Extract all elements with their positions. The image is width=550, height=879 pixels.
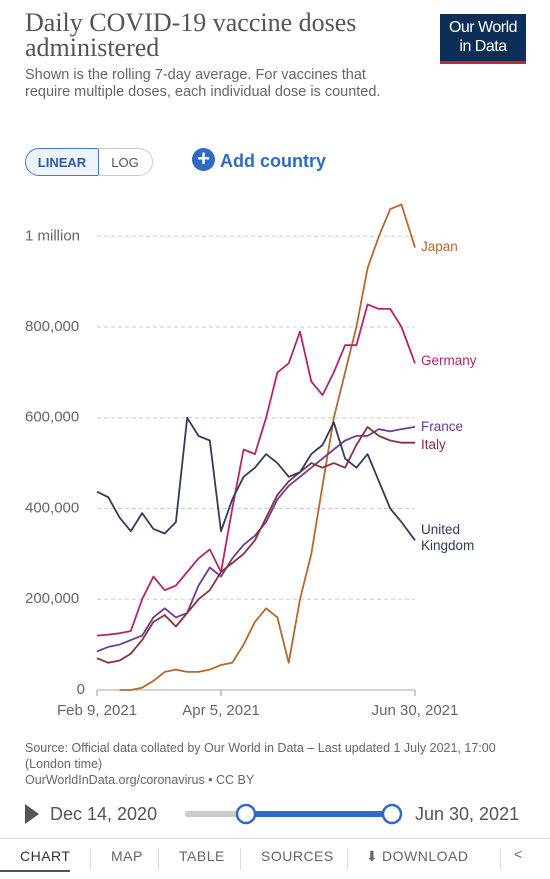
timeline-handle[interactable] [381,803,403,825]
series-label[interactable]: France [421,419,464,434]
add-country-button[interactable]: Add country [220,151,326,171]
tab-divider [347,848,349,870]
series-line [119,203,416,691]
tab[interactable]: CHART [0,848,71,872]
chart-title: Daily COVID-19 vaccine doses administere… [25,8,357,62]
series-line [96,426,415,664]
tab-bar [0,838,550,879]
tab[interactable]: TABLE [158,848,225,870]
timeline-handle[interactable] [235,803,257,825]
y-tick-label: 200,000 [25,590,79,607]
series-line [96,416,416,541]
source-note: Source: Official data collated by Our Wo… [25,741,496,771]
add-icon[interactable]: + [192,148,215,171]
logo-line: Our World [448,19,518,36]
chart-subtitle: Shown is the rolling 7-day average. For … [25,67,381,100]
timeline-start: Dec 14, 2020 [50,804,158,824]
series-label[interactable]: Germany [421,353,477,368]
logo[interactable]: Our World in Data [440,14,526,64]
share-icon[interactable]: < [514,846,523,862]
y-tick-label: 600,000 [25,409,79,426]
tab[interactable]: MAP [90,848,143,870]
x-tick-label: Jun 30, 2021 [372,702,459,719]
tab[interactable]: DOWNLOAD [382,848,469,864]
y-tick-label: 400,000 [25,499,79,516]
series-label[interactable]: Japan [421,239,458,254]
x-tick-label: Apr 5, 2021 [182,702,260,719]
y-tick-label: 0 [77,681,85,698]
logo-line: in Data [459,38,507,55]
x-tick-label: Feb 9, 2021 [57,702,137,719]
linear-button[interactable]: LINEAR [25,148,99,176]
download-icon: ⬇ [366,848,378,864]
chart: 0 200,000 400,000 600,000 800,000 1 million Fe… [25,203,459,719]
play-button[interactable] [25,804,39,824]
series-label[interactable]: Italy [421,437,446,452]
y-tick-label: 800,000 [25,318,79,335]
tab[interactable]: SOURCES [240,848,334,870]
tab-divider [500,848,502,870]
y-tick-label: 1 million [25,227,80,244]
log-button[interactable]: LOG [98,148,153,176]
timeline-end: Jun 30, 2021 [415,804,520,824]
series-label[interactable]: United Kingdom [421,522,475,553]
series-line [96,426,416,653]
timeline [25,803,403,825]
series-line [96,303,416,637]
source-url[interactable]: OurWorldInData.org/coronavirus • CC BY [25,773,255,787]
